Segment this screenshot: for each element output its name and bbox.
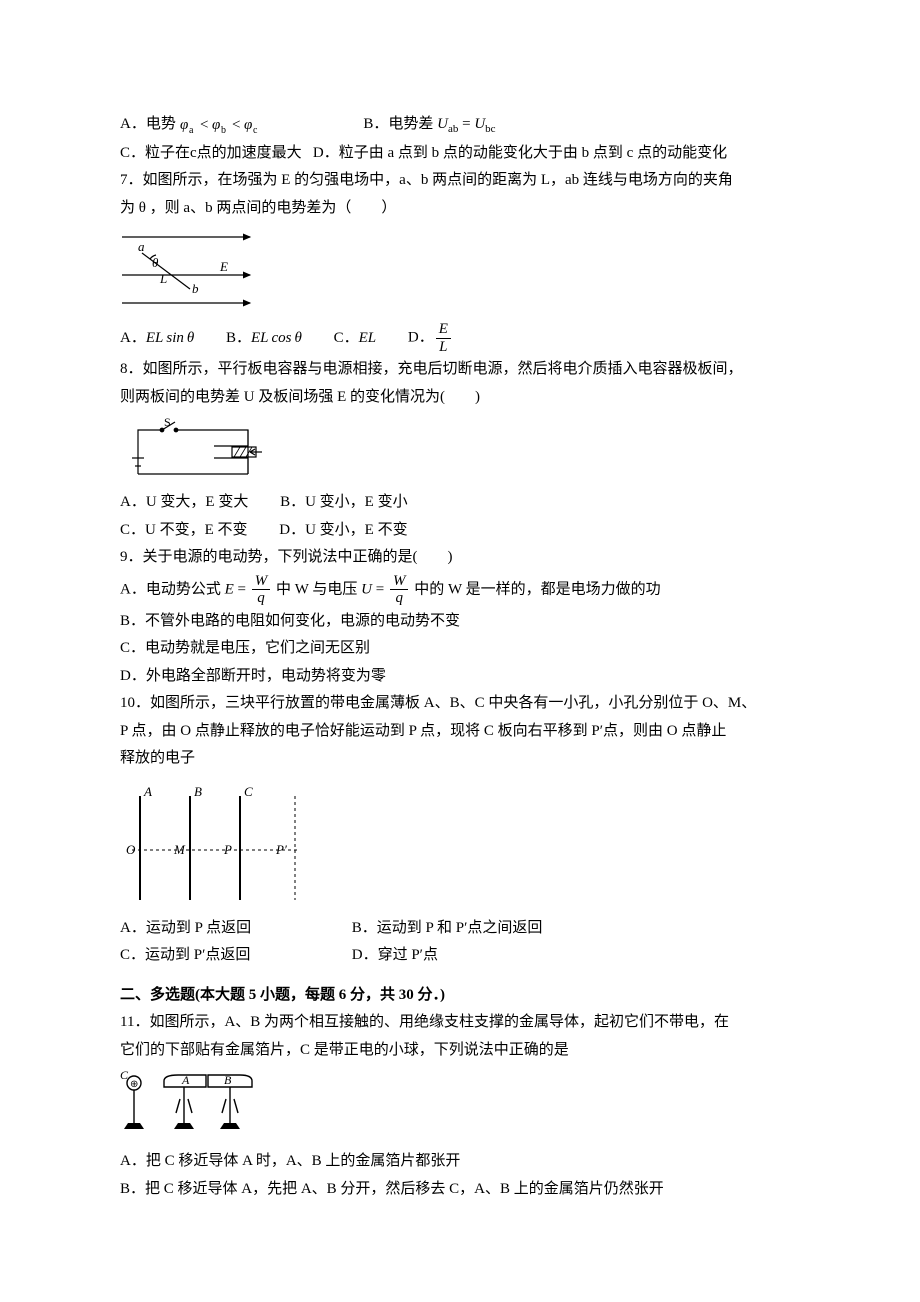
q11-option-b: B．把 C 移近导体 A，先把 A、B 分开，然后移去 C，A、B 上的金属箔片… (120, 1177, 800, 1203)
q7-option-a: A．EL sin θ (120, 326, 194, 352)
fraction-icon: Wq (390, 573, 409, 607)
q9-option-c: C．电动势就是电压，它们之间无区别 (120, 636, 800, 662)
q9-a-p3: 中的 W 是一样的，都是电场力做的功 (410, 581, 660, 597)
q7-d-prefix: D． (408, 330, 434, 346)
q6-a-prefix: A．电势 (120, 116, 180, 132)
q7-label-E: E (219, 259, 228, 274)
svg-text:B: B (194, 784, 202, 799)
q11-option-a: A．把 C 移近导体 A 时，A、B 上的金属箔片都张开 (120, 1149, 800, 1175)
q8-label-S: S (164, 416, 171, 429)
q9-option-d: D．外电路全部断开时，电动势将变为零 (120, 664, 800, 690)
q11-stem-line1: 11．如图所示，A、B 为两个相互接触的、用绝缘支柱支撑的金属导体，起初它们不带… (120, 1010, 800, 1036)
q8-stem-line1: 8．如图所示，平行板电容器与电源相接，充电后切断电源，然后将电介质插入电容器极板… (120, 357, 800, 383)
q10-option-b: B．运动到 P 和 P′点之间返回 (352, 916, 543, 942)
q7-label-L: L (159, 271, 167, 286)
q8-option-b: B．U 变小，E 变小 (280, 490, 408, 516)
q10-option-c: C．运动到 P′点返回 (120, 943, 320, 969)
q10-stem-line3: 释放的电子 (120, 746, 800, 772)
q9-a-f1d: q (252, 590, 271, 607)
svg-text:B: B (224, 1073, 232, 1087)
q6-b-sub1: ab (448, 123, 458, 135)
q11-diagram: C ⊕ A B (120, 1069, 800, 1141)
q10-diagram: A B C O M P P′ (120, 778, 800, 908)
fraction-icon: EL (436, 321, 451, 355)
q7-c-math: EL (359, 330, 377, 346)
svg-text:⊕: ⊕ (130, 1079, 138, 1090)
q9-a-p1: A．电动势公式 (120, 581, 225, 597)
svg-text:P: P (223, 842, 232, 857)
q6-option-b: B．电势差 Uab = Ubc (363, 112, 495, 139)
q6-b-sub2: bc (485, 123, 495, 135)
q8-options-row1: A．U 变大，E 变大 B．U 变小，E 变小 (120, 490, 800, 516)
svg-text:O: O (126, 842, 136, 857)
q8-option-c: C．U 不变，E 不变 (120, 518, 248, 544)
q9-stem: 9．关于电源的电动势，下列说法中正确的是( ) (120, 545, 800, 571)
q6-b-u1: U (437, 116, 448, 132)
q6-b-u2: U (474, 116, 485, 132)
q8-options-row2: C．U 不变，E 不变 D．U 变小，E 不变 (120, 518, 800, 544)
q9-a-E: E (225, 581, 234, 597)
q7-option-b: B．EL cos θ (226, 326, 302, 352)
q9-option-b: B．不管外电路的电阻如何变化，电源的电动势不变 (120, 609, 800, 635)
q7-a-math: EL sin θ (146, 330, 194, 346)
q9-option-a: A．电动势公式 E = Wq 中 W 与电压 U = Wq 中的 W 是一样的，… (120, 573, 800, 607)
q10-option-d: D．穿过 P′点 (352, 943, 438, 969)
phi-inequality-icon: φa < φb < φc (180, 115, 272, 135)
q9-a-U: U (361, 581, 372, 597)
q8-option-a: A．U 变大，E 变大 (120, 490, 248, 516)
section-2-title: 二、多选题(本大题 5 小题，每题 6 分，共 30 分．) (120, 983, 800, 1009)
fraction-icon: Wq (252, 573, 271, 607)
q7-option-d: D．EL (408, 321, 453, 355)
q10-stem-line1: 10．如图所示，三块平行放置的带电金属薄板 A、B、C 中央各有一小孔，小孔分别… (120, 691, 800, 717)
q6-option-d: D．粒子由 a 点到 b 点的动能变化大于由 b 点到 c 点的动能变化 (313, 145, 727, 161)
svg-text:A: A (181, 1073, 190, 1087)
q8-option-d: D．U 变小，E 不变 (279, 518, 407, 544)
q9-a-eq1: = (234, 581, 250, 597)
q9-a-p2: 中 W 与电压 (272, 581, 361, 597)
q9-a-f2d: q (390, 590, 409, 607)
svg-text:b: b (221, 125, 226, 135)
svg-text:C: C (120, 1069, 129, 1082)
q10-options-row1: A．运动到 P 点返回 B．运动到 P 和 P′点之间返回 (120, 916, 800, 942)
q6-options-row2: C．粒子在c点的加速度最大 D．粒子由 a 点到 b 点的动能变化大于由 b 点… (120, 141, 800, 167)
q6-option-a: A．电势 φa < φb < φc (120, 112, 272, 138)
q8-stem-line2: 则两板间的电势差 U 及板间场强 E 的变化情况为( ) (120, 385, 800, 411)
svg-text:C: C (244, 784, 253, 799)
q7-stem-line2: 为 θ ，则 a、b 两点间的电势差为（ ） (120, 196, 800, 222)
q7-d-num: E (436, 321, 451, 339)
q7-b-math: EL cos θ (251, 330, 302, 346)
svg-text:φ: φ (244, 117, 252, 133)
svg-text:A: A (143, 784, 152, 799)
q7-label-a: a (138, 239, 145, 254)
svg-text:φ: φ (180, 117, 188, 133)
q10-option-a: A．运动到 P 点返回 (120, 916, 320, 942)
svg-text:M: M (173, 842, 186, 857)
q7-option-c: C．EL (334, 326, 377, 352)
q7-stem-line1: 7．如图所示，在场强为 E 的匀强电场中，a、b 两点间的距离为 L，ab 连线… (120, 168, 800, 194)
q9-a-f1n: W (252, 573, 271, 591)
q7-diagram: a b E L θ (120, 227, 800, 313)
svg-text:a: a (189, 125, 194, 135)
q9-a-f2n: W (390, 573, 409, 591)
q7-options: A．EL sin θ B．EL cos θ C．EL D．EL (120, 321, 800, 355)
q6-b-prefix: B．电势差 (363, 116, 437, 132)
exam-page: A．电势 φa < φb < φc B．电势差 Uab = Ubc C．粒子在c… (0, 0, 920, 1264)
q10-options-row2: C．运动到 P′点返回 D．穿过 P′点 (120, 943, 800, 969)
q8-diagram: S (120, 416, 800, 482)
svg-text:φ: φ (212, 117, 220, 133)
q7-label-theta: θ (152, 255, 159, 270)
svg-text:<: < (232, 117, 240, 133)
q6-options-row1: A．电势 φa < φb < φc B．电势差 Uab = Ubc (120, 112, 800, 139)
q6-b-eq: = (458, 116, 474, 132)
svg-text:P′: P′ (275, 842, 287, 857)
q9-a-eq2: = (372, 581, 388, 597)
q7-label-b: b (192, 281, 199, 296)
q6-option-c: C．粒子在c点的加速度最大 (120, 145, 302, 161)
svg-text:<: < (200, 117, 208, 133)
q10-stem-line2: P 点，由 O 点静止释放的电子恰好能运动到 P 点，现将 C 板向右平移到 P… (120, 719, 800, 745)
q11-stem-line2: 它们的下部贴有金属箔片，C 是带正电的小球，下列说法中正确的是 (120, 1038, 800, 1064)
svg-text:c: c (253, 125, 258, 135)
q7-d-den: L (436, 339, 451, 356)
